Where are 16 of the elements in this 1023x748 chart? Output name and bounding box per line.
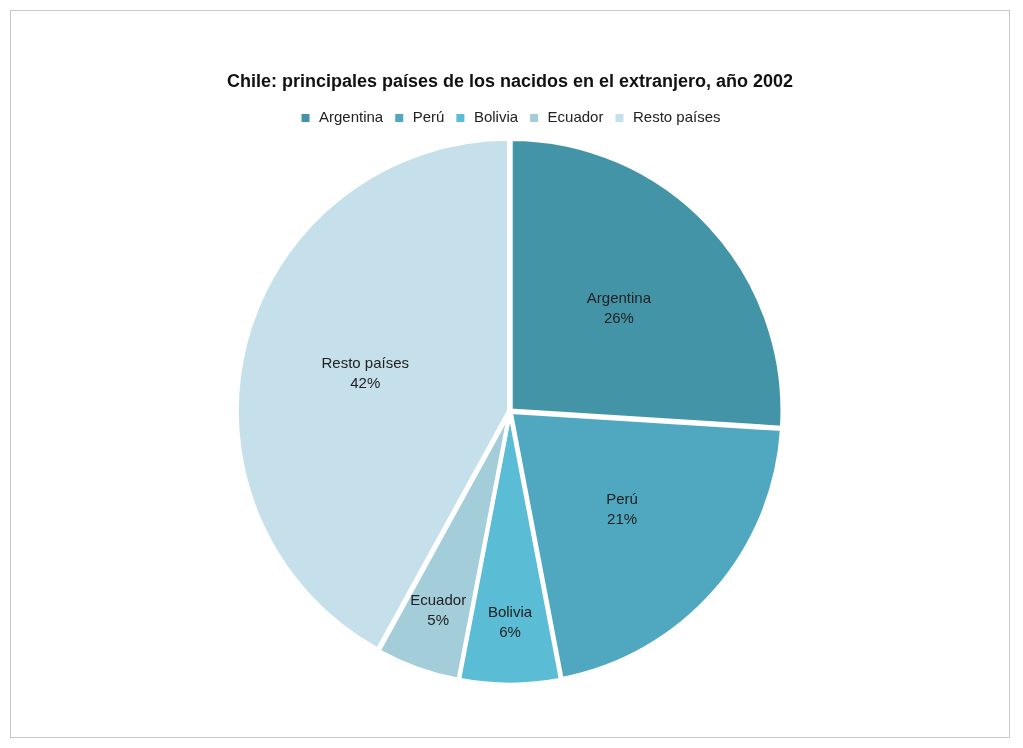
legend-label: Bolivia <box>473 108 519 126</box>
data-label: 42% <box>350 374 381 392</box>
slice-label: Resto países <box>321 354 410 372</box>
legend-label: Resto países <box>632 108 721 126</box>
slice-label: Perú <box>606 490 638 508</box>
slice-label: Bolivia <box>487 603 533 621</box>
legend-label: Argentina <box>319 108 384 126</box>
slice-label: Argentina <box>586 289 652 307</box>
data-label: 5% <box>427 610 450 628</box>
legend-label: Perú <box>412 108 445 126</box>
legend-label: Ecuador <box>547 108 604 126</box>
slice-label: Ecuador <box>410 590 467 608</box>
data-label: 26% <box>603 309 634 327</box>
chart-title: Chile: principales países de los nacidos en el extranjero, año 2002 <box>226 70 794 91</box>
data-label: 6% <box>499 623 521 641</box>
data-label: 21% <box>607 510 638 528</box>
